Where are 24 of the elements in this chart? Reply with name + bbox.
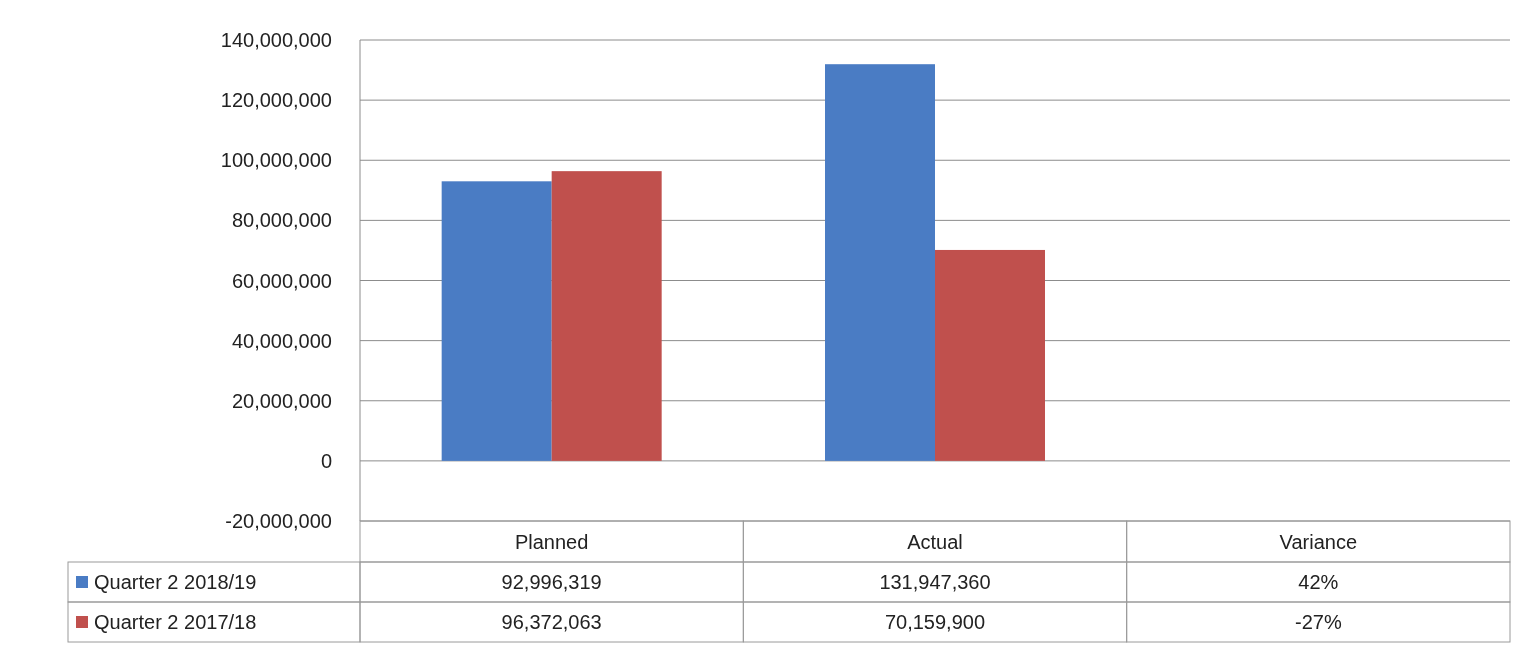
data-label: 42% (1298, 571, 1339, 593)
legend-label: Quarter 2 2018/19 (94, 571, 257, 593)
y-tick-label: 80,000,000 (231, 209, 332, 232)
y-tick-label: 60,000,000 (231, 269, 332, 292)
y-tick-label: 0 (320, 449, 332, 472)
data-label: 92,996,319 (501, 571, 602, 593)
x-tick-label: Planned (514, 530, 589, 553)
y-tick-label: 140,000,000 (220, 29, 332, 51)
legend-label: Quarter 2 2017/18 (94, 611, 257, 633)
data-label: -27% (1294, 611, 1342, 633)
x-tick-label: Actual (907, 530, 963, 553)
data-label: 70,159,900 (884, 611, 986, 633)
data-label: 131,947,360 (879, 571, 991, 593)
bar (441, 181, 552, 461)
bar (825, 64, 935, 461)
y-tick-label: 40,000,000 (231, 329, 332, 352)
x-tick-label: Variance (1279, 530, 1358, 553)
bar (935, 249, 1045, 461)
y-tick-label: -20,000,000 (225, 510, 332, 532)
y-tick-label: 20,000,000 (231, 389, 332, 412)
data-label: 96,372,063 (501, 611, 602, 633)
y-tick-label: 100,000,000 (220, 149, 332, 172)
y-tick-label: 120,000,000 (220, 89, 332, 112)
bar (551, 171, 662, 461)
